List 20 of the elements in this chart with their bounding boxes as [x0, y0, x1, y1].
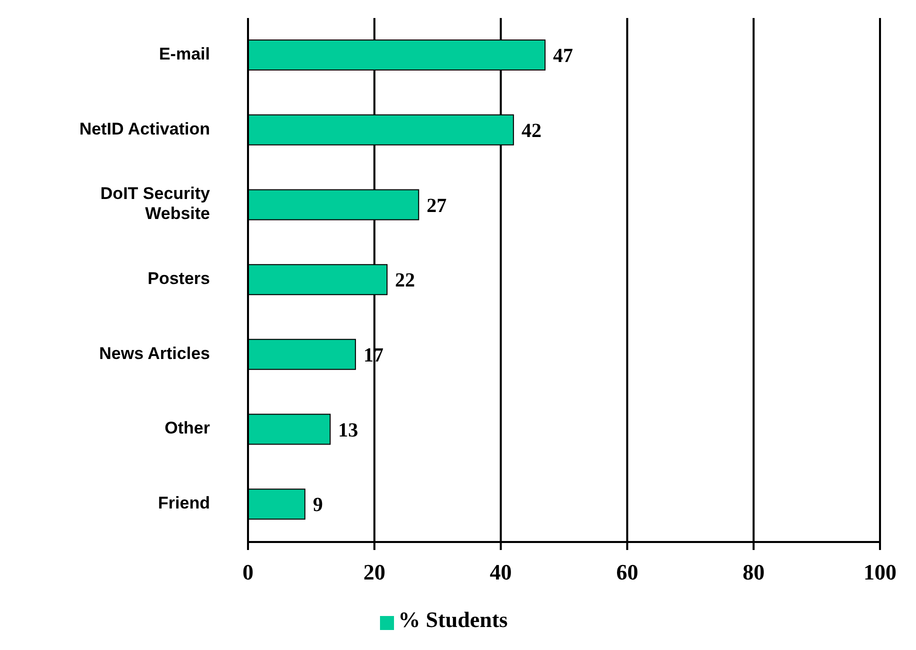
y-tick-label: DoIT Security Website	[100, 184, 211, 224]
data-label: 27	[426, 194, 447, 217]
x-tick-label: 60	[616, 560, 638, 585]
y-tick-label: E-mail	[158, 44, 210, 64]
x-tick-label: 20	[363, 560, 386, 585]
data-label: 13	[338, 419, 358, 442]
y-tick-label: Friend	[158, 494, 210, 514]
x-tick-label: 40	[490, 560, 512, 585]
y-tick-label: Posters	[148, 269, 210, 288]
x-tick-label: 0	[242, 560, 254, 585]
x-tick-label: 80	[742, 560, 765, 585]
y-tick-label: NetID Activation	[79, 120, 210, 139]
data-label: 9	[312, 494, 323, 516]
data-label: 42	[521, 120, 542, 142]
y-tick-label: Other	[164, 419, 210, 438]
data-label: 22	[395, 270, 416, 292]
y-tick-label: News Articles	[99, 344, 210, 364]
data-label: 47	[553, 45, 574, 68]
legend-label: % Students	[398, 607, 508, 632]
x-tick-label: 100	[864, 560, 896, 585]
